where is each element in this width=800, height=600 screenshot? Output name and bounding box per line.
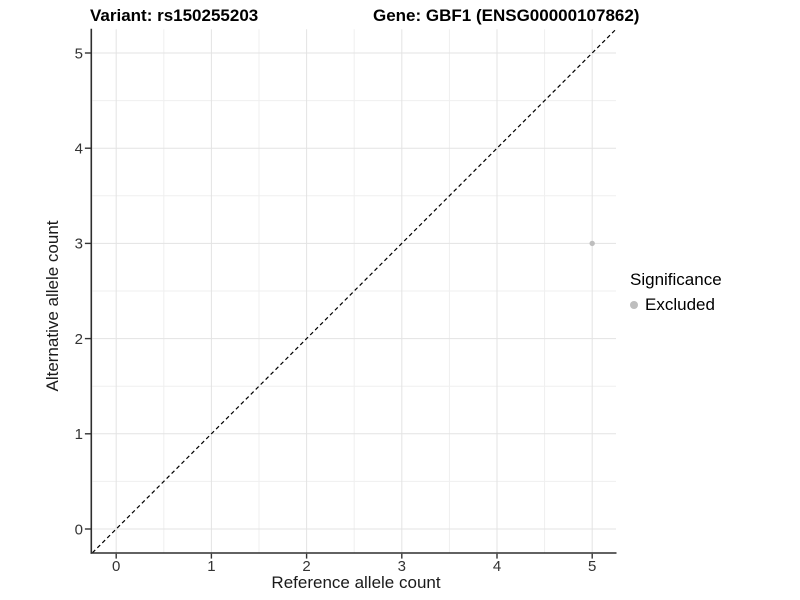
legend: Significance Excluded [630, 270, 722, 315]
y-tick-label: 2 [75, 331, 83, 348]
x-tick-label: 2 [302, 558, 310, 575]
y-tick-label: 5 [75, 45, 83, 62]
legend-item-label: Excluded [645, 295, 715, 314]
x-tick-label: 3 [398, 558, 406, 575]
x-tick-label: 0 [112, 558, 120, 575]
y-tick-label: 3 [75, 236, 83, 253]
plot-title-variant: Variant: rs150255203 [90, 6, 259, 25]
data-point [589, 240, 595, 247]
legend-point-icon [630, 301, 638, 309]
y-tick-label: 0 [75, 521, 83, 538]
y-axis-title: Alternative allele count [43, 220, 62, 392]
x-axis-title: Reference allele count [271, 573, 441, 592]
x-tick-label: 4 [493, 558, 501, 575]
y-tick-label: 1 [75, 426, 83, 443]
x-tick-label: 1 [207, 558, 215, 575]
y-tick-label: 4 [75, 141, 83, 158]
legend-item-excluded: Excluded [630, 295, 722, 315]
x-tick-label: 5 [588, 558, 596, 575]
legend-title: Significance [630, 270, 722, 289]
plot-title-gene: Gene: GBF1 (ENSG00000107862) [373, 6, 640, 25]
identity-line [91, 28, 617, 554]
